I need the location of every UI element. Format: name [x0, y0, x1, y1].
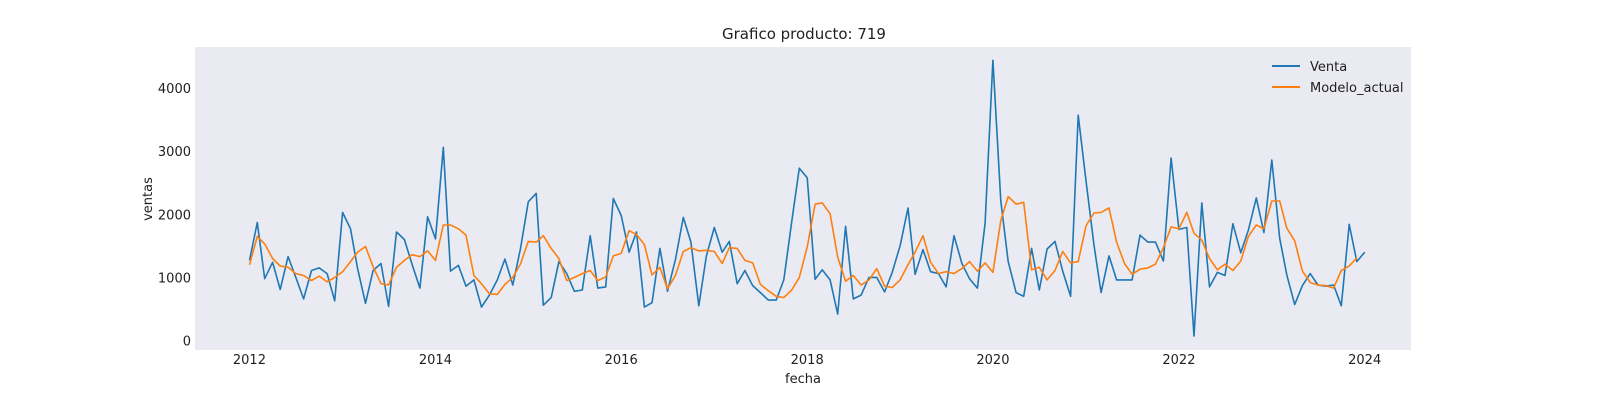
series-line-modelo_actual: [248, 195, 1358, 299]
y-tick-label: 3000: [158, 145, 191, 160]
x-tick-label: 2024: [1348, 353, 1381, 368]
chart-title: Grafico producto: 719: [722, 25, 886, 43]
legend-label: Venta: [1310, 60, 1347, 75]
x-axis-label: fecha: [785, 372, 821, 387]
x-tick-label: 2018: [791, 353, 824, 368]
legend: Venta Modelo_actual: [1272, 60, 1404, 96]
y-axis: 0 1000 2000 3000 4000: [158, 82, 191, 350]
legend-label: Modelo_actual: [1310, 81, 1404, 96]
y-tick-label: 0: [183, 335, 191, 350]
y-axis-label: ventas: [141, 177, 156, 221]
x-tick-label: 2020: [976, 353, 1009, 368]
y-tick-label: 4000: [158, 82, 191, 97]
y-tick-label: 2000: [158, 208, 191, 223]
x-tick-label: 2012: [233, 353, 266, 368]
x-tick-label: 2016: [605, 353, 638, 368]
series-layer: [248, 59, 1366, 337]
plot-area: [195, 47, 1411, 350]
x-axis: 2012 2014 2016 2018 2020 2022 2024: [233, 353, 1381, 368]
x-tick-label: 2022: [1162, 353, 1195, 368]
y-tick-label: 1000: [158, 271, 191, 286]
x-tick-label: 2014: [419, 353, 452, 368]
